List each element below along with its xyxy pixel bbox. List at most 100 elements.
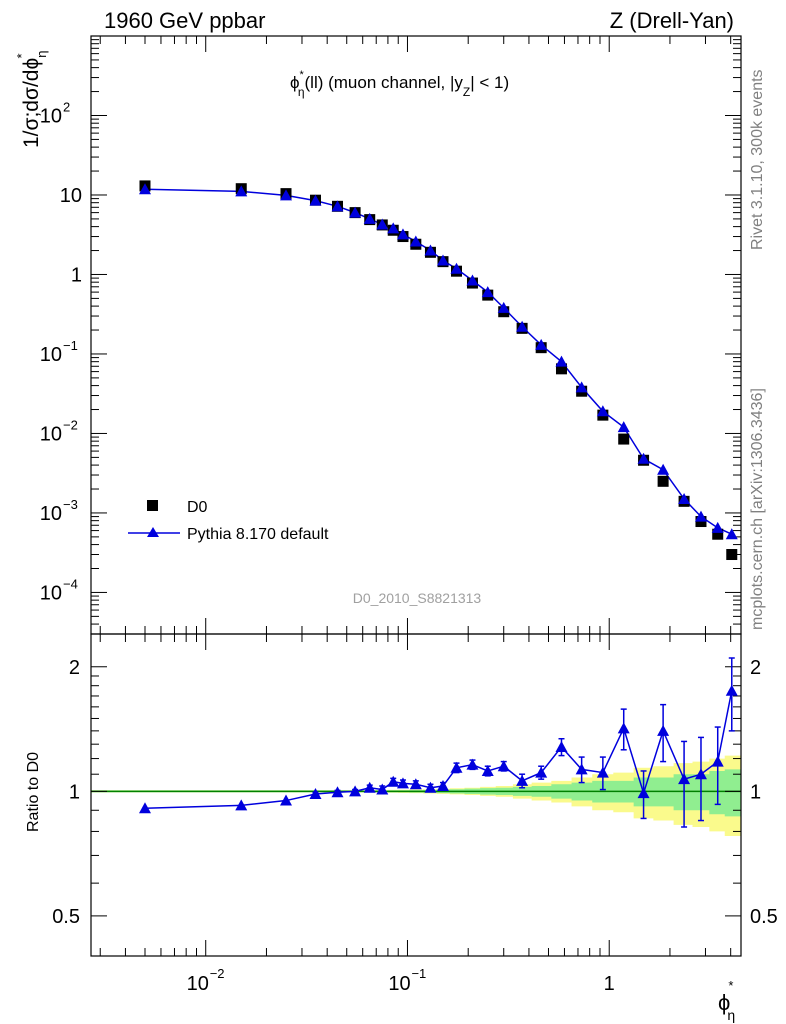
mc-point [396,228,409,240]
main-plot-frame [90,35,742,635]
mc-point [555,355,568,367]
ratio-point [466,758,479,770]
plot-title-sup: * [300,69,305,81]
plot-title-rest: (ll) (muon channel, |y [305,73,464,92]
ratio-point [711,755,724,767]
y-tick-label: 10 [40,423,62,445]
mc-point [363,212,376,224]
legend-mc-label: Pythia 8.170 default [187,526,329,543]
ratio-point [596,766,609,778]
legend-data-marker [147,500,158,511]
mc-point [376,218,389,230]
ratio-point [387,775,400,787]
svg-text:1/σ;dσ/dϕη*: 1/σ;dσ/dϕη * [14,51,49,148]
header-right: Z (Drell-Yan) [610,8,734,33]
mc-point [138,183,151,195]
ratio-point [235,799,248,811]
mc-series-line [144,188,733,535]
mc-point [450,262,463,274]
plot-title-sub: η [298,85,305,99]
y-tick-label-exp: −3 [63,497,78,512]
ratio-y-tick-label: 0.5 [52,906,80,928]
data-point [555,363,567,375]
ratio-y-tick-label-right: 2 [750,657,761,679]
legend-mc-marker [147,527,159,537]
ratio-point [409,778,422,790]
ratio-point [309,788,322,800]
ratio-point [363,781,376,793]
y-tick-label: 10 [40,582,62,604]
ratio-point [436,780,449,792]
mc-point [657,463,670,475]
x-tick-label: 10 [187,973,209,995]
analysis-watermark: D0_2010_S8821313 [353,590,482,606]
ratio-band-green [91,769,741,817]
mc-point [481,286,494,298]
plot-title-phi: ϕ [290,73,300,92]
ratio-y-tick-label: 2 [69,657,80,679]
mc-point [617,421,630,433]
plot-title-ysub: Z [463,85,470,99]
ratio-point [424,781,437,793]
ratio-point [497,760,510,772]
mc-point [516,320,529,332]
y-tick-label-exp: −2 [63,417,78,432]
ratio-point [694,768,707,780]
ratio-point [331,786,344,798]
mc-point [694,510,707,522]
ratio-point [637,787,650,799]
mcplots-label: mcplots.cern.ch [arXiv:1306.3436] [749,388,766,630]
mc-point [436,254,449,266]
ratio-point [396,777,409,789]
ratio-point [535,766,548,778]
legend: D0 Pythia 8.170 default [128,499,329,543]
ratio-plot-frame [90,633,742,957]
ratio-point [617,722,630,734]
y-label-main: 1/σ;dσ/dϕ [20,58,43,148]
ratio-point [575,763,588,775]
x-tick-label: 10 [388,973,410,995]
x-label-sub: η [727,1007,735,1023]
ratio-point [555,740,568,752]
y-tick-label: 10 [40,344,62,366]
mc-point [387,222,400,234]
mc-point [596,405,609,417]
x-tick-label-exp: −2 [210,966,225,981]
mc-point [280,189,293,201]
plot-title-end: | < 1) [470,73,509,92]
ratio-y-tick-label: 1 [69,781,80,803]
ratio-point [349,785,362,797]
mc-point [497,301,510,313]
x-label-sup: * [728,978,733,993]
mc-point [409,235,422,247]
y-tick-label-exp: −1 [63,338,78,353]
ratio-y-tick-label-right: 0.5 [750,906,778,928]
mc-point [466,274,479,286]
x-label-main: ϕ [718,990,730,1015]
mc-point [678,492,691,504]
y-axis-label-top: 1/σ;dσ/dϕη * [14,51,49,148]
y-axis-label-bottom: Ratio to D0 [25,752,42,832]
y-tick-label-exp: −4 [63,576,78,591]
mc-point [235,185,248,197]
plot-title: ϕ* η(ll) (muon channel, |yZ| < 1) [290,69,509,99]
ratio-point [678,773,691,785]
ratio-point [280,794,293,806]
ratio-point [725,684,738,696]
x-axis-label: ϕ* η [718,978,735,1023]
header-left: 1960 GeV ppbar [104,8,265,33]
y-label-sub: η [34,51,49,58]
x-tick-label: 1 [604,973,615,995]
mc-point [331,200,344,212]
data-point [618,433,630,445]
y-tick-label: 1 [71,264,82,286]
mc-point [349,206,362,218]
ratio-point [481,764,494,776]
rivet-label: Rivet 3.1.10, 300k events [749,69,766,250]
mc-point [711,521,724,533]
mc-point [424,244,437,256]
mc-point [725,528,738,540]
data-point [712,528,724,540]
